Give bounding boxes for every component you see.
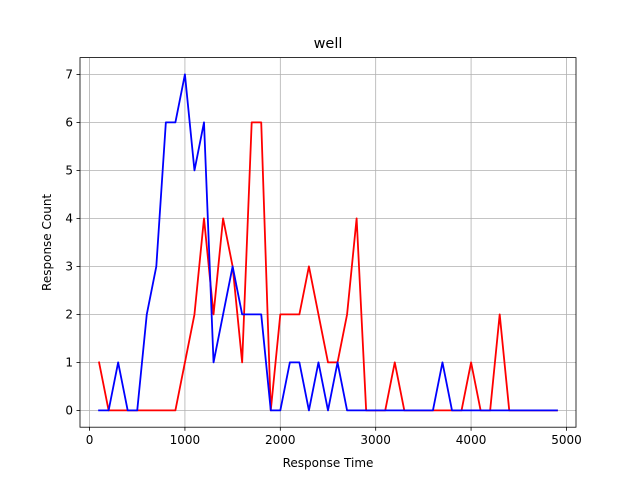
y-axis-label: Response Count: [40, 194, 54, 291]
x-tick-label: 3000: [360, 433, 391, 447]
x-axis-label: Response Time: [283, 456, 374, 470]
y-tick-label: 5: [65, 164, 73, 178]
x-tick-label: 4000: [456, 433, 487, 447]
series-line-2: [98, 73, 558, 412]
plot-frame: [79, 57, 577, 428]
y-tick-label: 4: [65, 212, 73, 226]
x-tick-label: 0: [86, 433, 94, 447]
x-tick-label: 5000: [551, 433, 582, 447]
y-tick-label: 7: [65, 68, 73, 82]
y-axis: 0 1 2 3 4 5 6 7: [65, 68, 80, 418]
series-layer: [98, 73, 558, 412]
y-tick-label: 3: [65, 260, 73, 274]
x-tick-label: 2000: [265, 433, 296, 447]
x-axis: 0 1000 2000 3000 4000 5000: [86, 427, 582, 447]
y-tick-label: 1: [65, 356, 73, 370]
x-tick-label: 1000: [170, 433, 201, 447]
chart-title: well: [314, 36, 343, 52]
y-tick-label: 6: [65, 116, 73, 130]
y-tick-label: 0: [65, 404, 73, 418]
y-tick-label: 2: [65, 308, 73, 322]
